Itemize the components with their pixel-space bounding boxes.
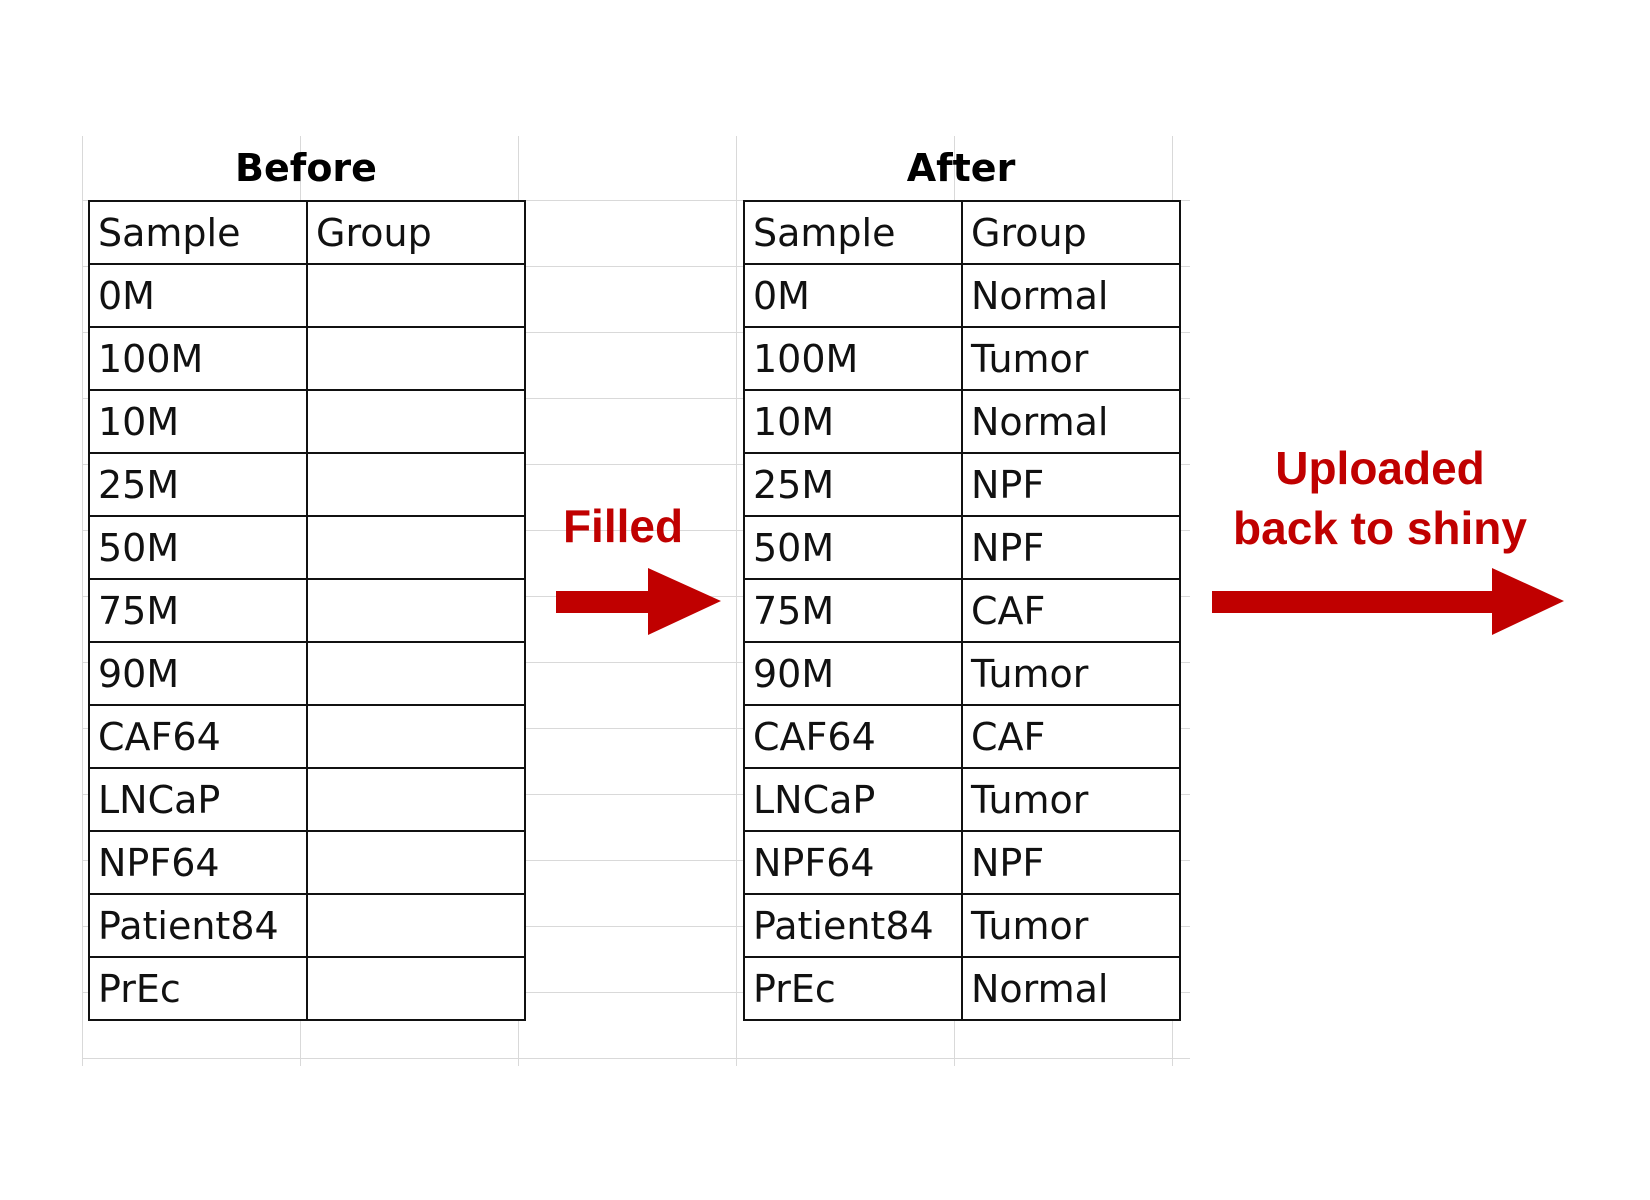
sample-cell[interactable]: 10M [88, 389, 308, 454]
sample-cell[interactable]: 75M [743, 578, 963, 643]
table-row: CAF64 [88, 704, 526, 769]
sample-cell[interactable]: 75M [88, 578, 308, 643]
group-cell[interactable] [306, 326, 526, 391]
uploaded-label-line2: back to shiny [1233, 502, 1527, 554]
before-panel: Before Sample Group 0M 100M 10M 25M 50M 75M 90M C… [88, 136, 526, 1021]
table-row: 50M NPF [743, 515, 1181, 580]
sample-cell[interactable]: 100M [88, 326, 308, 391]
group-cell[interactable]: Normal [961, 263, 1181, 328]
before-table-body: Sample Group 0M 100M 10M 25M 50M 75M 90M CAF64 LNC… [88, 200, 526, 1021]
group-cell[interactable]: NPF [961, 830, 1181, 895]
table-row: 25M NPF [743, 452, 1181, 517]
group-cell[interactable] [306, 515, 526, 580]
table-row: 10M [88, 389, 526, 454]
after-header-row: Sample Group [743, 200, 1181, 265]
table-row: 90M Tumor [743, 641, 1181, 706]
after-title: After [906, 146, 1016, 190]
uploaded-label: Uploaded back to shiny [1180, 438, 1580, 558]
table-row: 0M Normal [743, 263, 1181, 328]
sample-cell[interactable]: LNCaP [88, 767, 308, 832]
group-cell[interactable]: Tumor [961, 893, 1181, 958]
before-table: Sample Group 0M 100M 10M 25M 50M 75M 90M CAF64 LNC… [88, 200, 526, 1021]
table-row: LNCaP Tumor [743, 767, 1181, 832]
table-row: PrEc [88, 956, 526, 1021]
table-row: 100M [88, 326, 526, 391]
sample-cell[interactable]: 90M [88, 641, 308, 706]
uploaded-arrow-icon [1212, 568, 1564, 635]
table-row: LNCaP [88, 767, 526, 832]
table-row: Patient84 Tumor [743, 893, 1181, 958]
group-cell[interactable] [306, 263, 526, 328]
group-cell[interactable]: Tumor [961, 767, 1181, 832]
sample-cell[interactable]: Patient84 [88, 893, 308, 958]
before-header-row: Sample Group [88, 200, 526, 265]
table-row: NPF64 NPF [743, 830, 1181, 895]
group-cell[interactable] [306, 830, 526, 895]
group-cell[interactable]: Normal [961, 389, 1181, 454]
group-cell[interactable]: NPF [961, 452, 1181, 517]
table-row: CAF64 CAF [743, 704, 1181, 769]
table-row: 50M [88, 515, 526, 580]
group-cell[interactable] [306, 452, 526, 517]
sample-cell[interactable]: PrEc [88, 956, 308, 1021]
group-cell[interactable]: Tumor [961, 326, 1181, 391]
group-cell[interactable] [306, 389, 526, 454]
group-cell[interactable]: CAF [961, 578, 1181, 643]
group-cell[interactable]: Group [306, 200, 526, 265]
sample-cell[interactable]: Sample [88, 200, 308, 265]
after-table: Sample Group 0M Normal 100M Tumor 10M Normal 25M… [743, 200, 1181, 1021]
before-title: Before [235, 146, 377, 190]
group-cell[interactable] [306, 893, 526, 958]
sample-cell[interactable]: 25M [88, 452, 308, 517]
group-cell[interactable] [306, 578, 526, 643]
sample-cell[interactable]: 0M [88, 263, 308, 328]
uploaded-label-line1: Uploaded [1275, 442, 1485, 494]
group-cell[interactable] [306, 767, 526, 832]
sample-cell[interactable]: Patient84 [743, 893, 963, 958]
sample-cell[interactable]: 25M [743, 452, 963, 517]
filled-label: Filled [562, 500, 684, 552]
sample-cell[interactable]: CAF64 [743, 704, 963, 769]
table-row: 25M [88, 452, 526, 517]
group-cell[interactable]: Tumor [961, 641, 1181, 706]
sample-cell[interactable]: 50M [743, 515, 963, 580]
sample-cell[interactable]: LNCaP [743, 767, 963, 832]
table-row: 10M Normal [743, 389, 1181, 454]
group-cell[interactable]: Normal [961, 956, 1181, 1021]
sample-cell[interactable]: 10M [743, 389, 963, 454]
table-row: 90M [88, 641, 526, 706]
table-row: 100M Tumor [743, 326, 1181, 391]
sample-cell[interactable]: 100M [743, 326, 963, 391]
sample-cell[interactable]: NPF64 [88, 830, 308, 895]
after-table-body: Sample Group 0M Normal 100M Tumor 10M Normal 25M… [743, 200, 1181, 1021]
group-cell[interactable] [306, 956, 526, 1021]
sample-cell[interactable]: NPF64 [743, 830, 963, 895]
group-cell[interactable]: Group [961, 200, 1181, 265]
group-cell[interactable]: CAF [961, 704, 1181, 769]
after-panel: After Sample Group 0M Normal 100M Tumor 10M Nor… [743, 136, 1181, 1021]
table-row: 75M [88, 578, 526, 643]
group-cell[interactable] [306, 641, 526, 706]
sample-cell[interactable]: PrEc [743, 956, 963, 1021]
sample-cell[interactable]: 90M [743, 641, 963, 706]
filled-arrow-icon [556, 568, 721, 635]
table-row: NPF64 [88, 830, 526, 895]
group-cell[interactable] [306, 704, 526, 769]
group-cell[interactable]: NPF [961, 515, 1181, 580]
table-row: 0M [88, 263, 526, 328]
sample-cell[interactable]: 0M [743, 263, 963, 328]
table-row: PrEc Normal [743, 956, 1181, 1021]
table-row: Patient84 [88, 893, 526, 958]
table-row: 75M CAF [743, 578, 1181, 643]
sample-cell[interactable]: Sample [743, 200, 963, 265]
sample-cell[interactable]: CAF64 [88, 704, 308, 769]
sample-cell[interactable]: 50M [88, 515, 308, 580]
